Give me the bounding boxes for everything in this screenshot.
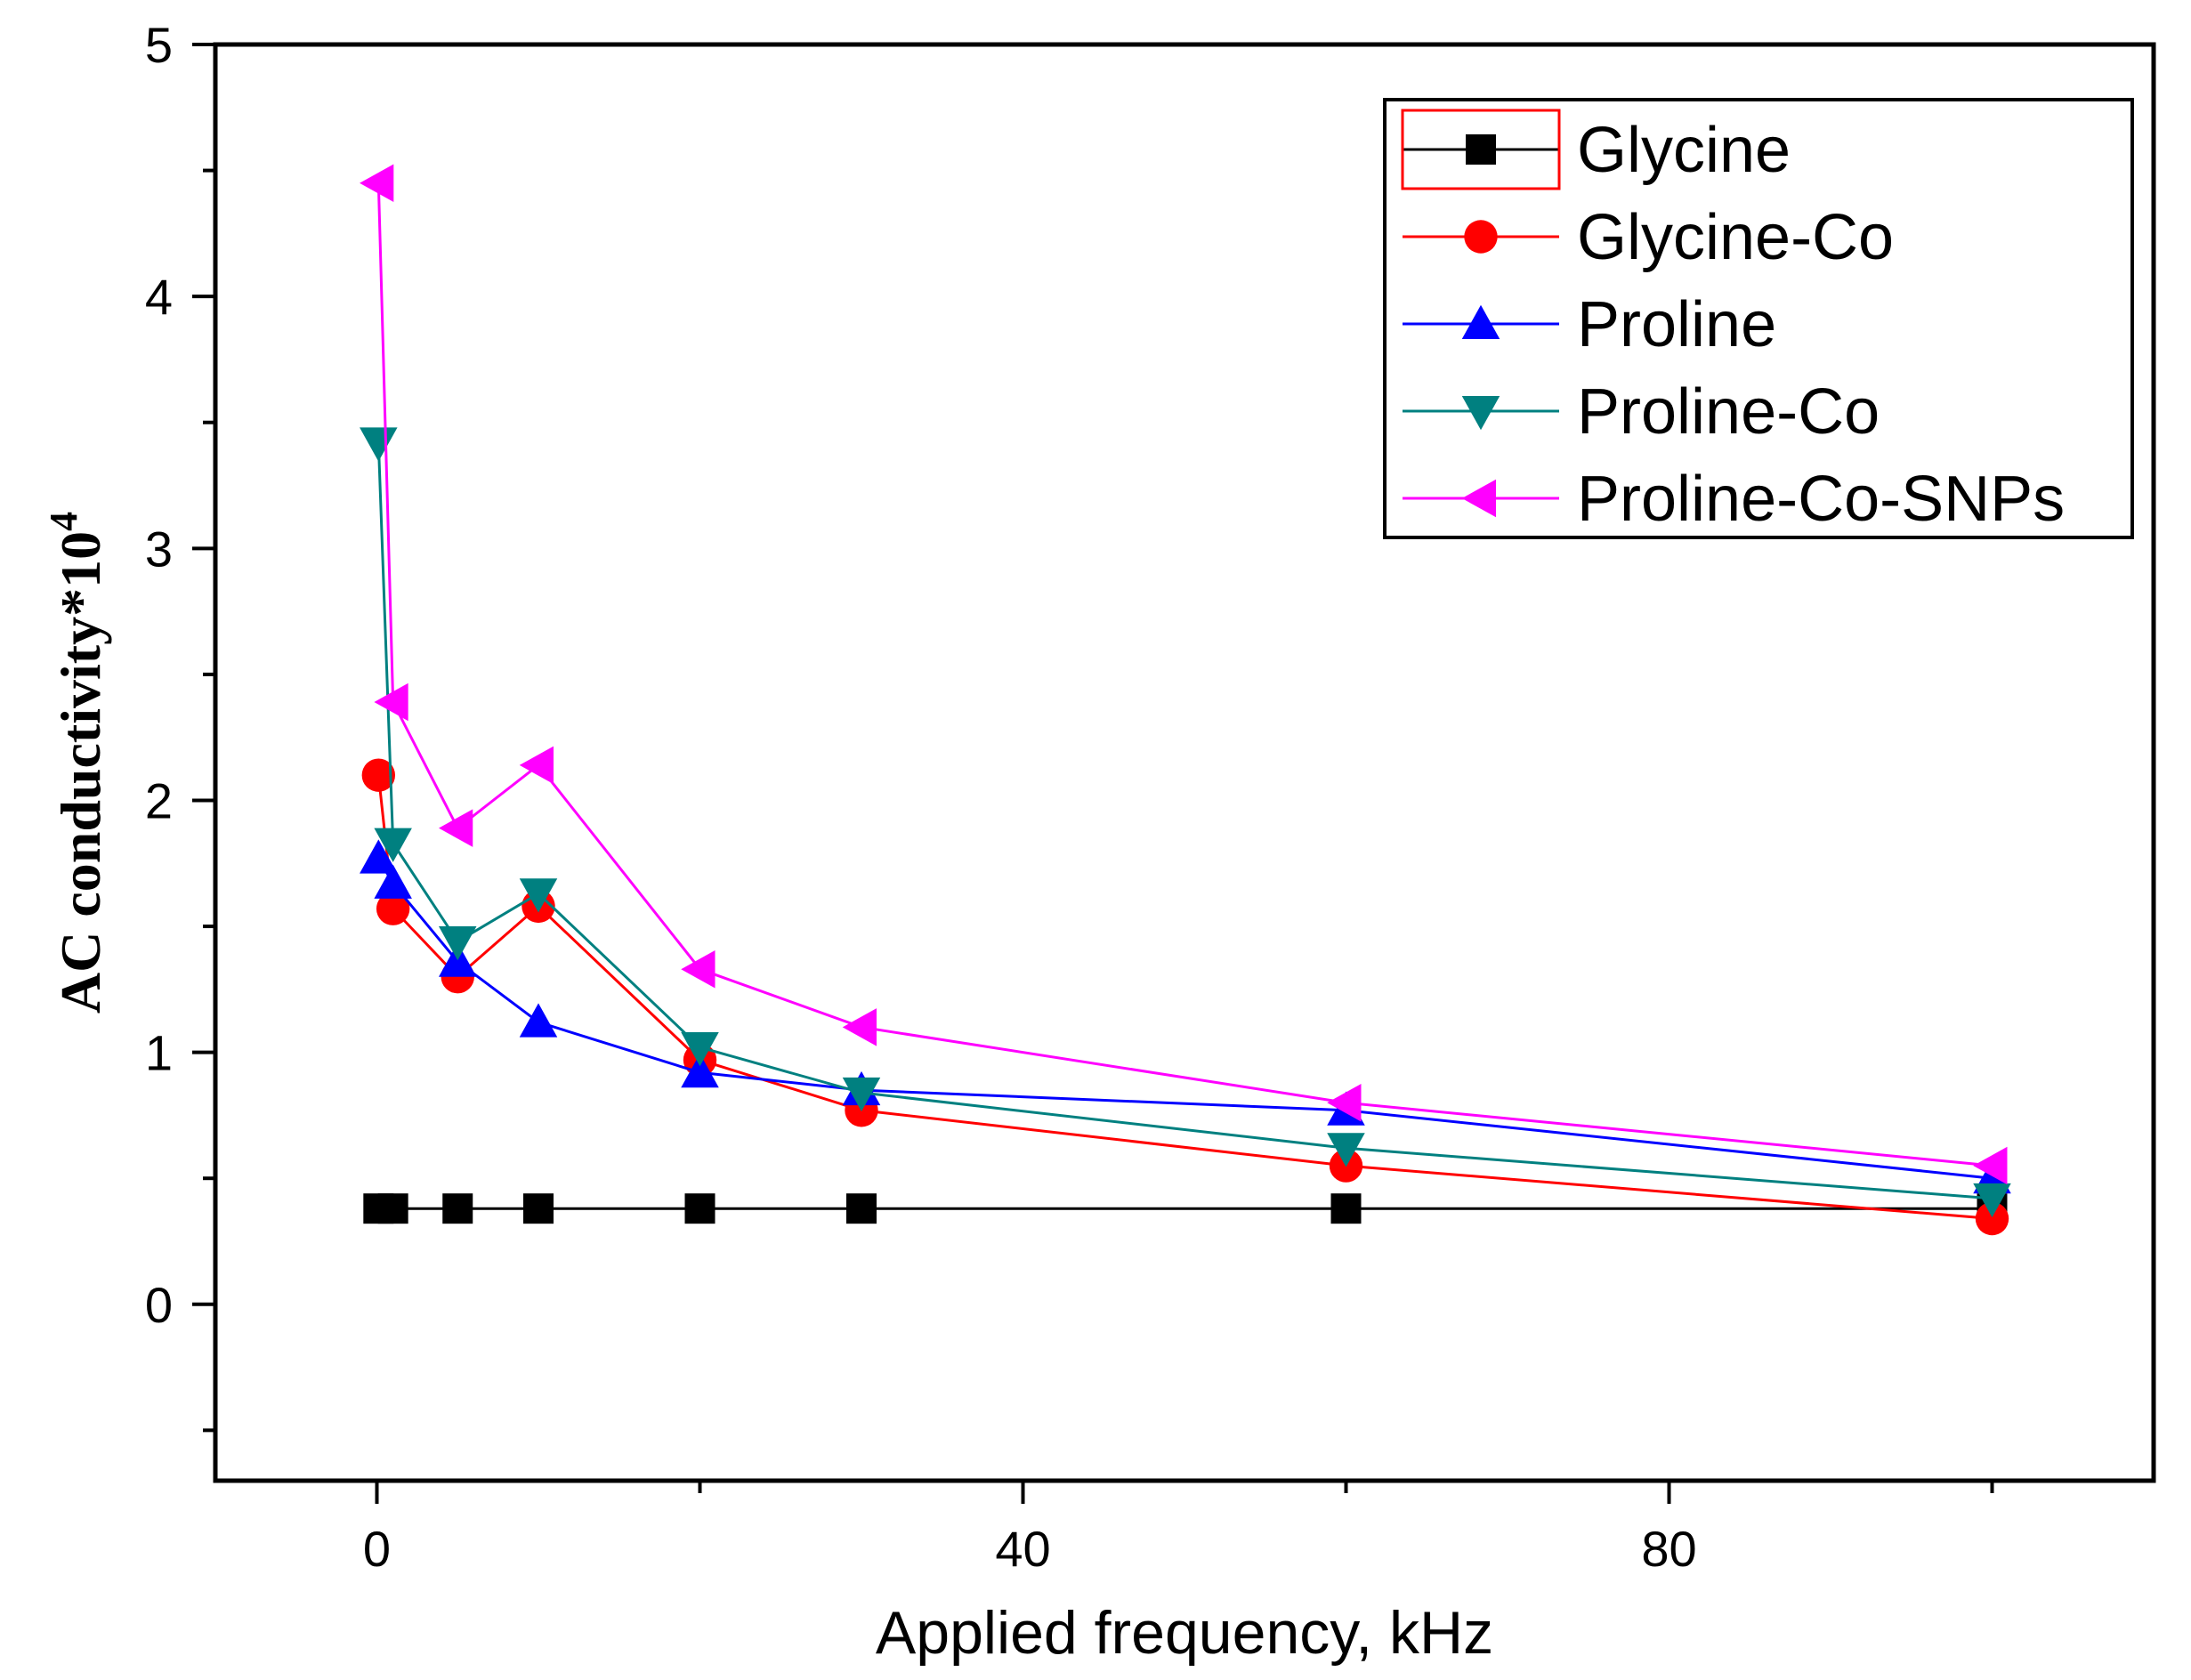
data-point	[360, 164, 394, 202]
legend-marker	[1464, 220, 1498, 254]
data-point	[681, 1031, 719, 1067]
series-glycine	[363, 1193, 2008, 1224]
data-point	[519, 746, 554, 785]
data-point	[376, 892, 410, 925]
data-point	[1973, 1146, 2008, 1185]
y-axis-title-group: AC conductivity*104	[42, 512, 112, 1014]
series-layer	[360, 164, 2011, 1236]
data-point	[361, 758, 396, 792]
legend-entry: Glycine-Co	[1403, 202, 1894, 273]
data-point	[374, 864, 412, 899]
x-axis-title: Applied frequency, kHz	[876, 1599, 1493, 1667]
data-point	[1327, 1084, 1362, 1122]
y-tick-label: 4	[145, 269, 173, 325]
legend-label: Glycine-Co	[1577, 202, 1894, 273]
y-axis-title-main: AC conductivity*10	[49, 531, 112, 1014]
data-point	[1330, 1193, 1362, 1224]
legend-entry: Proline-Co-SNPs	[1403, 464, 2065, 535]
legend-label: Glycine	[1577, 115, 1791, 186]
x-tick-label: 0	[363, 1521, 391, 1577]
legend-marker	[1466, 134, 1496, 165]
legend-marker	[1461, 396, 1500, 431]
series-glycine-co	[361, 758, 2009, 1236]
y-tick-label: 1	[145, 1025, 173, 1081]
data-point	[374, 828, 412, 862]
data-point	[519, 878, 558, 913]
data-point	[684, 1193, 716, 1224]
legend-selection-box	[1401, 109, 1561, 190]
data-point	[439, 809, 473, 847]
x-axis: 0 40 80	[363, 1481, 1994, 1577]
legend-label: Proline	[1577, 289, 1776, 360]
legend-marker	[1461, 304, 1500, 339]
data-point	[842, 1077, 881, 1112]
x-tick-label: 80	[1641, 1521, 1696, 1577]
y-tick-label: 5	[145, 17, 173, 73]
data-point	[374, 682, 408, 722]
series-line	[376, 442, 1993, 1200]
y-axis-title-exponent: 4	[42, 512, 85, 531]
data-point	[681, 949, 716, 989]
data-point	[377, 1193, 408, 1224]
series-proline-co-snps	[360, 164, 2008, 1185]
series-proline	[360, 839, 2011, 1194]
y-tick-label: 0	[145, 1277, 173, 1333]
data-point	[442, 1193, 473, 1224]
legend-label: Proline-Co-SNPs	[1577, 464, 2065, 535]
data-point	[1975, 1201, 2009, 1236]
x-tick-label: 40	[995, 1521, 1050, 1577]
y-axis: 0 1 2 3 4 5	[145, 17, 215, 1433]
data-point	[523, 1193, 554, 1224]
plot-area	[213, 42, 2156, 1483]
data-point	[846, 1193, 877, 1224]
legend-entry: Proline	[1403, 289, 1776, 360]
legend-label: Proline-Co	[1577, 376, 1880, 448]
series-proline-co	[360, 427, 2011, 1218]
y-tick-label: 3	[145, 521, 173, 577]
legend-entry: Proline-Co	[1403, 376, 1880, 448]
series-line	[376, 182, 1993, 1167]
data-point	[842, 1008, 877, 1046]
data-point	[1973, 1183, 2011, 1218]
data-point	[360, 427, 398, 462]
legend-box	[1383, 98, 2134, 539]
data-point	[519, 1003, 558, 1038]
data-point	[439, 926, 477, 961]
plot-frame	[213, 42, 2156, 1483]
data-point	[1327, 1133, 1365, 1167]
legend-marker	[1461, 479, 1496, 518]
y-tick-label: 2	[145, 772, 173, 828]
legend: Glycine Glycine-Co Proline Proline-Co Prolin…	[1383, 98, 2134, 539]
y-axis-title: AC conductivity*104	[42, 512, 112, 1014]
data-point	[681, 1054, 719, 1088]
data-point	[360, 839, 398, 874]
legend-entry: Glycine	[1403, 115, 1791, 186]
